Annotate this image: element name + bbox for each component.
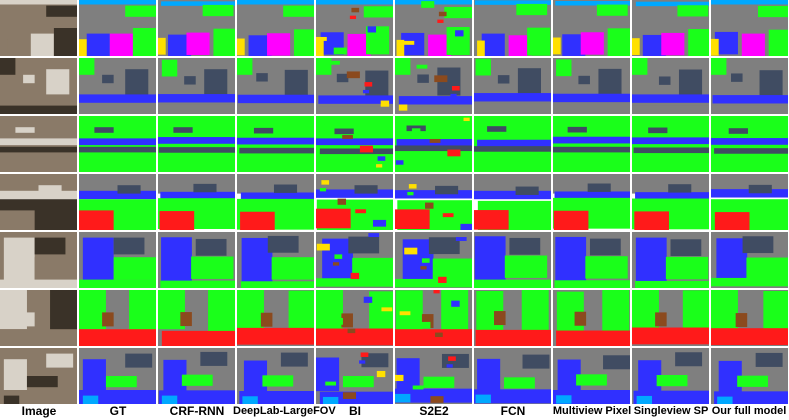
segmentation-map-r2-c4 (237, 58, 314, 114)
input-image-r6-c1 (0, 290, 77, 346)
segmentation-map-r5-c4 (237, 232, 314, 288)
segmentation-map-r4-c10 (711, 174, 788, 230)
segmentation-map-r6-c7 (474, 290, 551, 346)
segmentation-map-r5-c9 (632, 232, 709, 288)
segmentation-map-r4-c7 (474, 174, 551, 230)
segmentation-map-r4-c5 (316, 174, 393, 230)
column-label-full-model: Our full model (711, 405, 787, 417)
segmentation-map-r1-c6 (395, 0, 472, 56)
segmentation-map-r3-c5 (316, 116, 393, 172)
segmentation-map-r4-c8 (553, 174, 630, 230)
column-label-image: Image (21, 404, 57, 418)
column-label-bi: BI (349, 404, 361, 418)
segmentation-map-r1-c3 (158, 0, 235, 56)
segmentation-map-r2-c8 (553, 58, 630, 114)
segmentation-map-r4-c2 (79, 174, 156, 230)
segmentation-map-r7-c6 (395, 348, 472, 404)
segmentation-map-r6-c8 (553, 290, 630, 346)
input-image-r2-c1 (0, 58, 77, 114)
column-label-fcn: FCN (500, 404, 526, 418)
column-label-multiview-pixel: Multiview Pixel (552, 405, 632, 417)
segmentation-map-r2-c6 (395, 58, 472, 114)
segmentation-map-r7-c9 (632, 348, 709, 404)
segmentation-map-r3-c7 (474, 116, 551, 172)
segmentation-map-r5-c10 (711, 232, 788, 288)
segmentation-map-r2-c10 (711, 58, 788, 114)
segmentation-map-r3-c6 (395, 116, 472, 172)
segmentation-map-r6-c2 (79, 290, 156, 346)
segmentation-map-r3-c2 (79, 116, 156, 172)
segmentation-map-r6-c9 (632, 290, 709, 346)
segmentation-map-r3-c10 (711, 116, 788, 172)
segmentation-map-r1-c5 (316, 0, 393, 56)
segmentation-map-r1-c8 (553, 0, 630, 56)
segmentation-map-r5-c6 (395, 232, 472, 288)
segmentation-map-r5-c8 (553, 232, 630, 288)
segmentation-map-r2-c9 (632, 58, 709, 114)
segmentation-map-r2-c3 (158, 58, 235, 114)
segmentation-map-r1-c4 (237, 0, 314, 56)
segmentation-map-r1-c7 (474, 0, 551, 56)
segmentation-map-r7-c3 (158, 348, 235, 404)
segmentation-map-r3-c4 (237, 116, 314, 172)
segmentation-map-r6-c4 (237, 290, 314, 346)
segmentation-map-r5-c5 (316, 232, 393, 288)
column-label-s2e2: S2E2 (419, 404, 449, 418)
segmentation-map-r3-c3 (158, 116, 235, 172)
segmentation-map-r7-c7 (474, 348, 551, 404)
segmentation-map-r3-c9 (632, 116, 709, 172)
segmentation-map-r1-c2 (79, 0, 156, 56)
segmentation-map-r4-c4 (237, 174, 314, 230)
segmentation-map-r2-c7 (474, 58, 551, 114)
segmentation-map-r7-c4 (237, 348, 314, 404)
segmentation-map-r1-c9 (632, 0, 709, 56)
segmentation-map-r2-c2 (79, 58, 156, 114)
segmentation-map-r6-c6 (395, 290, 472, 346)
segmentation-map-r6-c10 (711, 290, 788, 346)
segmentation-map-r7-c10 (711, 348, 788, 404)
segmentation-map-r4-c9 (632, 174, 709, 230)
input-image-r5-c1 (0, 232, 77, 288)
input-image-r3-c1 (0, 116, 77, 172)
segmentation-map-r5-c2 (79, 232, 156, 288)
input-image-r4-c1 (0, 174, 77, 230)
segmentation-map-r4-c3 (158, 174, 235, 230)
segmentation-map-r4-c6 (395, 174, 472, 230)
column-label-singleview-sp: Singleview SP (633, 405, 709, 417)
column-label-gt: GT (109, 404, 127, 418)
segmentation-map-r5-c7 (474, 232, 551, 288)
segmentation-map-r5-c3 (158, 232, 235, 288)
segmentation-map-r6-c5 (316, 290, 393, 346)
segmentation-map-r7-c5 (316, 348, 393, 404)
segmentation-map-r3-c8 (553, 116, 630, 172)
segmentation-map-r7-c2 (79, 348, 156, 404)
input-image-r7-c1 (0, 348, 77, 404)
column-label-crf-rnn: CRF-RNN (169, 404, 225, 418)
segmentation-map-r6-c3 (158, 290, 235, 346)
input-image-r1-c1 (0, 0, 77, 56)
segmentation-map-r7-c8 (553, 348, 630, 404)
segmentation-map-r2-c5 (316, 58, 393, 114)
column-label-deeplab: DeepLab-LargeFOV (233, 405, 336, 417)
segmentation-map-r1-c10 (711, 0, 788, 56)
